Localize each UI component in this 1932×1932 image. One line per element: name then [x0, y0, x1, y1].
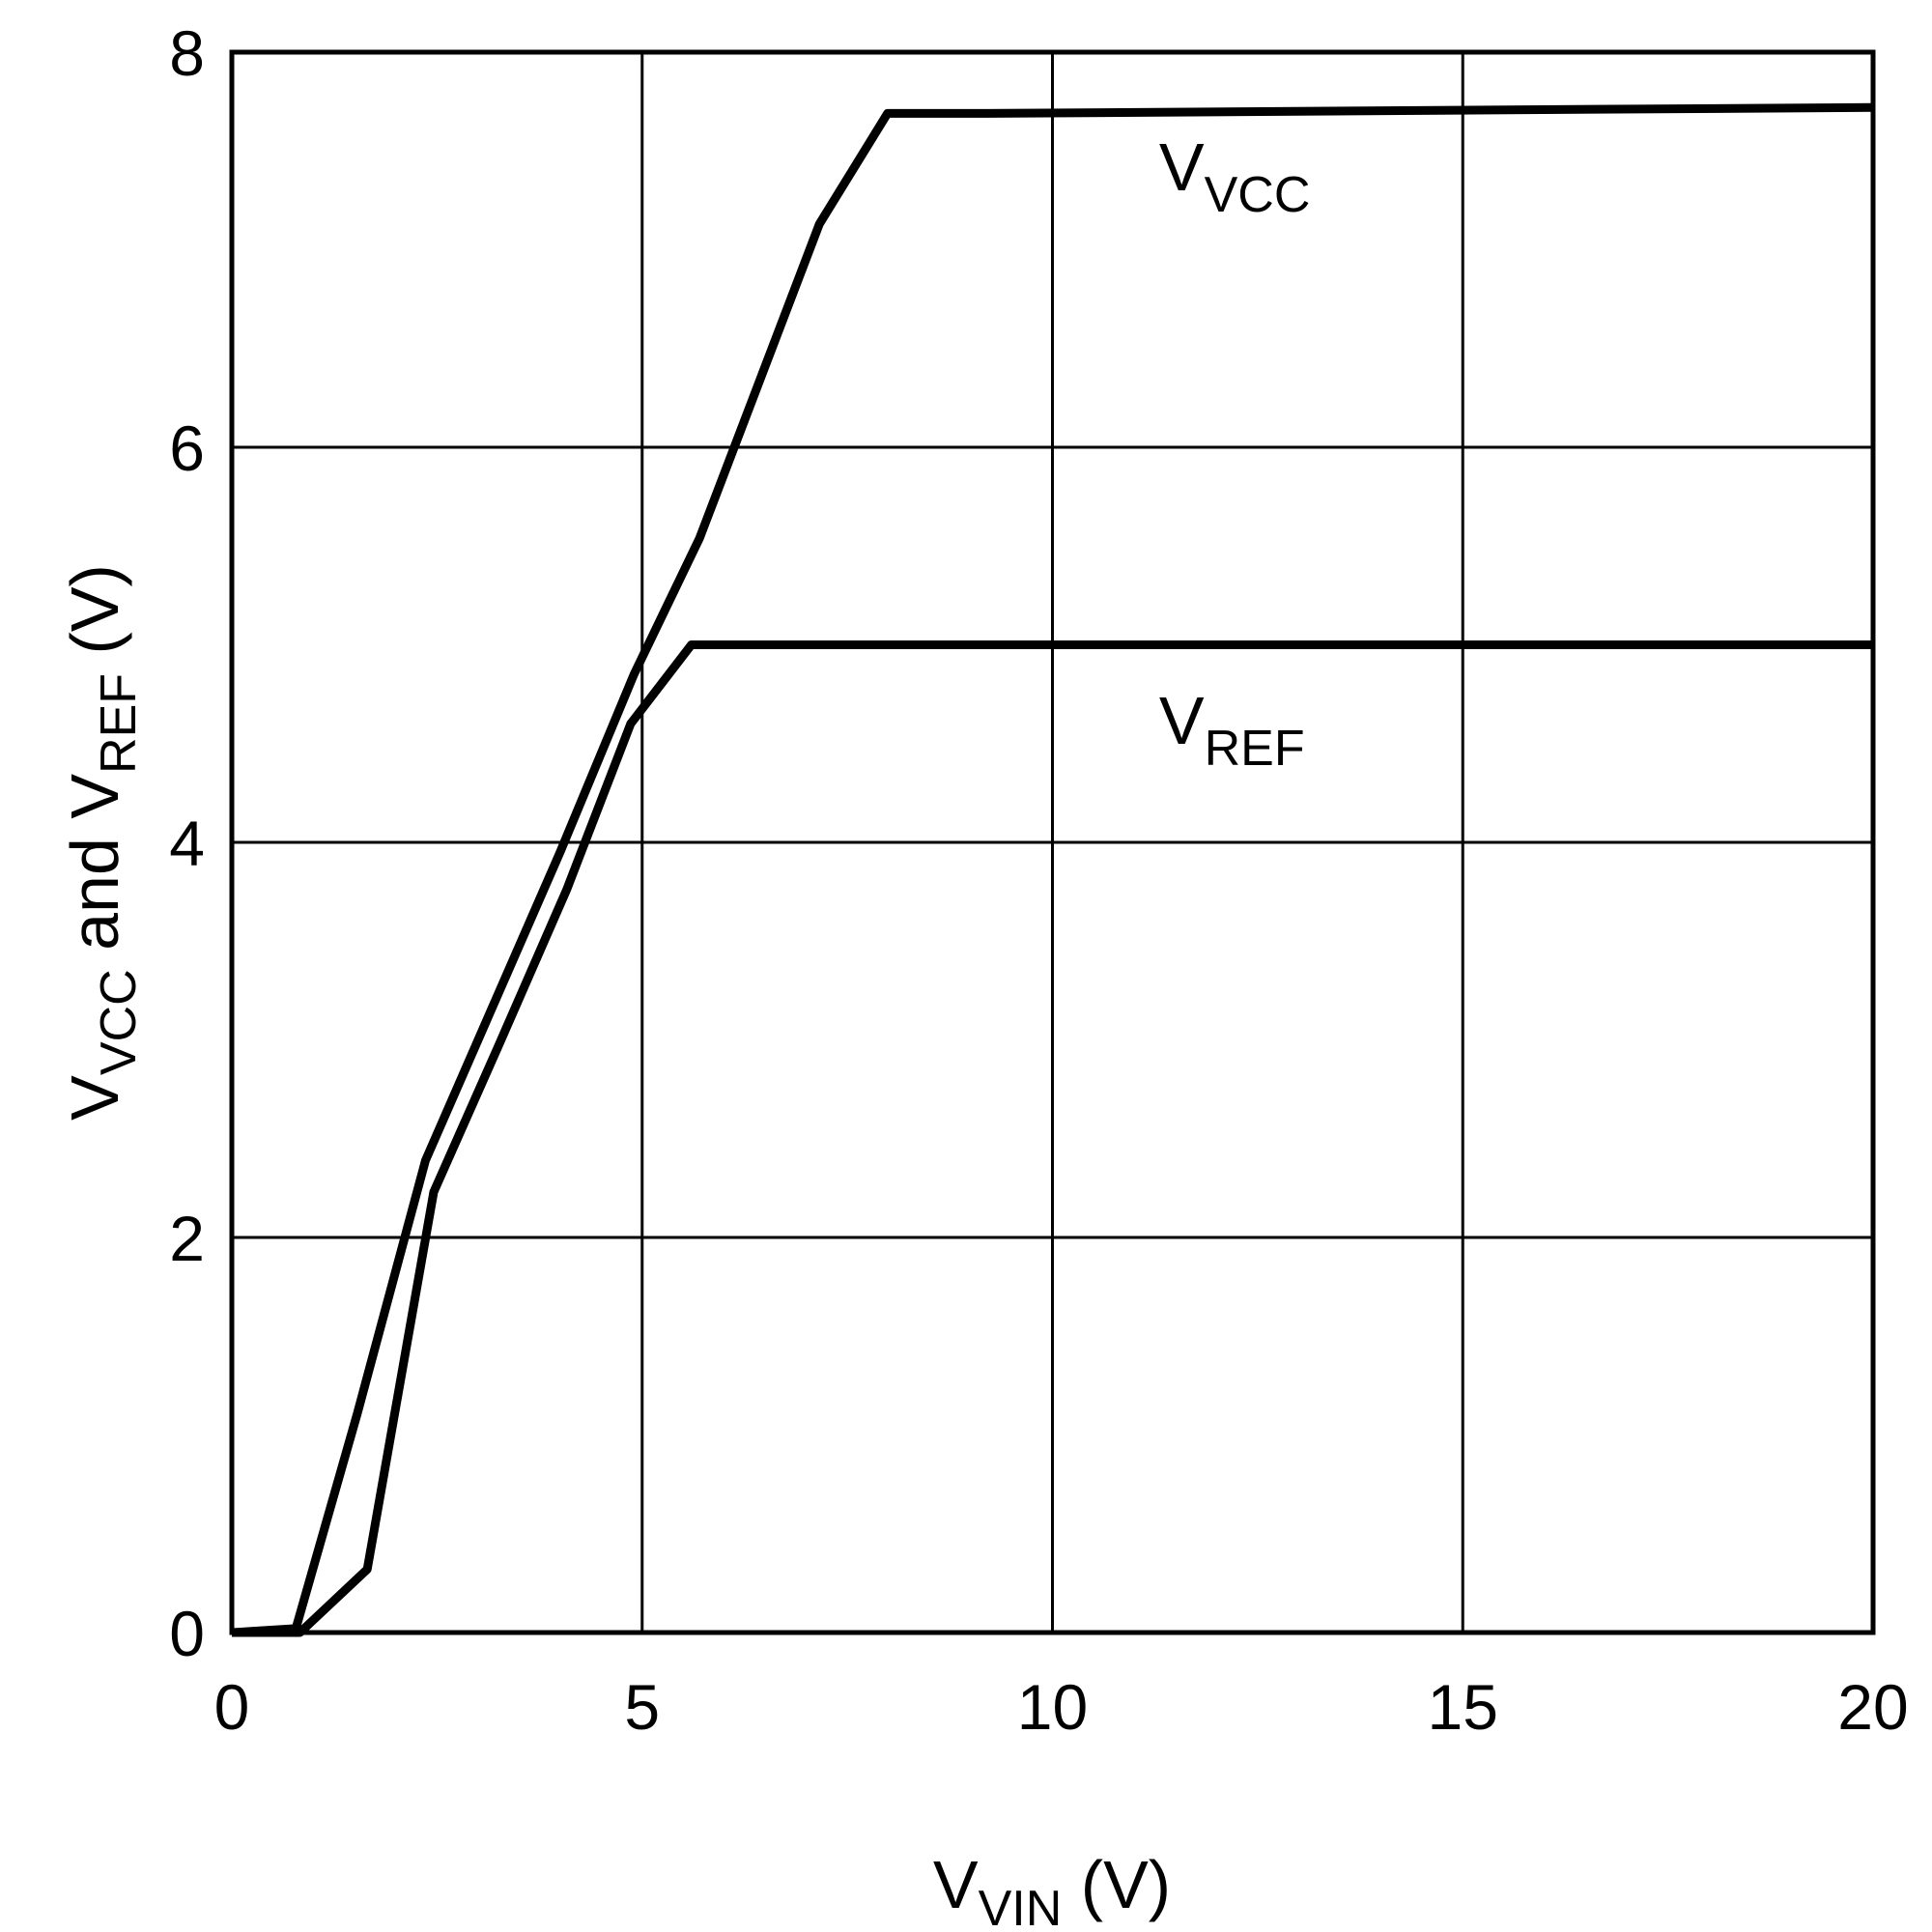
series-line-vref — [232, 640, 1873, 1637]
series-label-vvcc: VVCC — [1159, 129, 1311, 223]
x-axis-label: VVIN (V) — [933, 1847, 1171, 1932]
series-line-vvcc — [231, 102, 1874, 1637]
y-axis-label: VVCC and VREF (V) — [57, 564, 147, 1121]
x-tick-label: 5 — [624, 1671, 660, 1743]
y-tick-label: 8 — [169, 17, 205, 89]
x-tick-label: 0 — [214, 1671, 250, 1743]
y-tick-label: 6 — [169, 412, 205, 484]
y-tick-label: 0 — [169, 1598, 205, 1669]
series-labels: VVCC VREF — [1159, 129, 1311, 777]
x-tick-label: 15 — [1428, 1671, 1498, 1743]
plot-frame — [229, 49, 1876, 1635]
series-lines — [231, 102, 1874, 1637]
grid — [230, 50, 1875, 1634]
x-tick-label: 10 — [1017, 1671, 1088, 1743]
tick-labels: 0 5 10 15 20 0 2 4 6 8 — [169, 17, 1908, 1743]
y-tick-label: 2 — [169, 1203, 205, 1274]
x-tick-label: 20 — [1837, 1671, 1908, 1743]
y-tick-label: 4 — [169, 808, 205, 879]
series-label-vref: VREF — [1159, 683, 1305, 777]
